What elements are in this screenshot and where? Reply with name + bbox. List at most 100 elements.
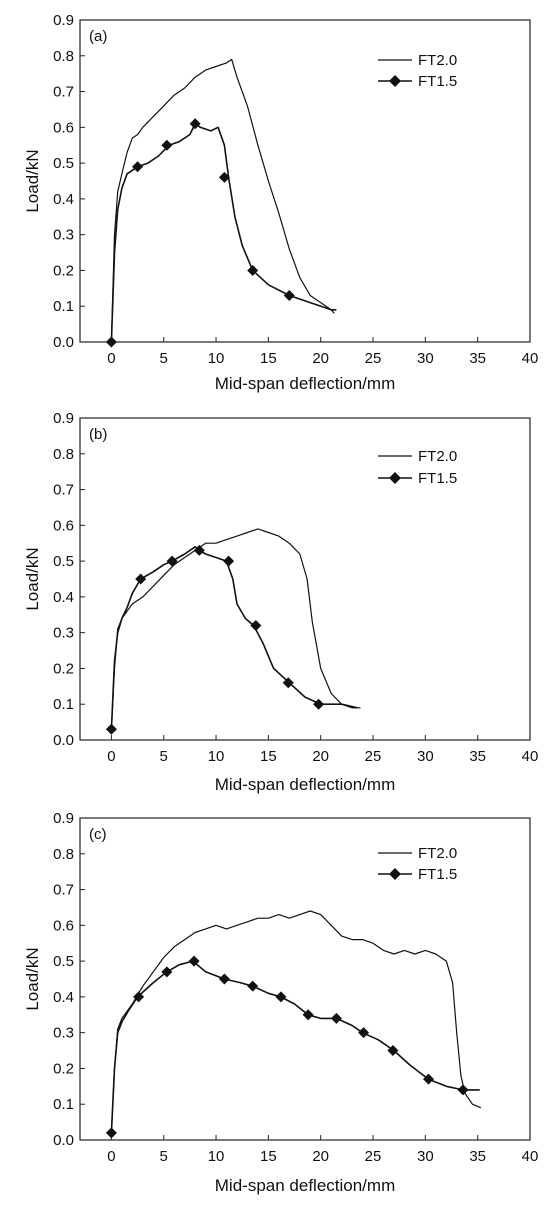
data-point-ft15 (247, 264, 259, 276)
data-point-ft15 (161, 139, 173, 151)
x-tick-label: 40 (522, 350, 539, 367)
x-tick-label: 15 (260, 748, 277, 765)
series-line-ft15 (110, 546, 358, 730)
data-point-ft15 (457, 1084, 469, 1096)
data-point-ft15 (188, 955, 200, 967)
plot-frame (79, 417, 531, 741)
x-tick-label: 5 (160, 350, 168, 367)
plot-frame (79, 19, 531, 343)
x-tick-label: 25 (365, 1148, 382, 1165)
y-tick-label: 0.8 (53, 446, 74, 463)
x-tick-label: 20 (312, 1148, 329, 1165)
x-tick-label: 10 (208, 350, 225, 367)
y-tick-label: 0.6 (53, 517, 74, 534)
y-tick-label: 0.6 (53, 119, 74, 136)
data-point-ft15 (189, 118, 201, 130)
series-lines (110, 528, 361, 730)
series-markers (105, 544, 325, 735)
legend-marker-ft15 (389, 75, 401, 87)
series-lines (110, 910, 482, 1133)
data-point-ft15 (387, 1045, 399, 1057)
x-tick-label: 30 (417, 748, 434, 765)
legend-label-ft15: FT1.5 (418, 470, 457, 487)
x-tick-label: 35 (469, 1148, 486, 1165)
x-tick-label: 10 (208, 748, 225, 765)
y-tick-label: 0.2 (53, 262, 74, 279)
data-point-ft15 (135, 573, 147, 585)
legend-marker-ft15 (389, 472, 401, 484)
x-axis-title: Mid-span deflection/mm (215, 775, 395, 794)
y-tick-label: 0.3 (53, 625, 74, 642)
data-point-ft15 (422, 1073, 434, 1085)
legend-label-ft20: FT2.0 (418, 448, 457, 465)
y-axis-title: Load/kN (23, 947, 42, 1010)
x-tick-label: 15 (260, 1148, 277, 1165)
data-point-ft15 (105, 336, 117, 348)
x-tick-label: 0 (107, 350, 115, 367)
panel-label: (b) (89, 426, 107, 443)
data-point-ft15 (218, 171, 230, 183)
y-tick-label: 0.2 (53, 660, 74, 677)
x-axis-title: Mid-span deflection/mm (215, 1176, 395, 1195)
y-tick-label: 0.9 (53, 12, 74, 29)
x-ticks: 0 5 10 15 20 25 30 35 40 (107, 735, 538, 765)
x-tick-label: 35 (469, 350, 486, 367)
x-tick-label: 0 (107, 1148, 115, 1165)
legend-label-ft20: FT2.0 (418, 845, 457, 862)
y-tick-label: 0.7 (53, 482, 74, 499)
chart-panel-a: (a) 0 5 10 15 20 25 30 35 40 0.00.10.20.30.40.50… (23, 12, 538, 393)
y-ticks: 0.0 0.1 0.2 0.3 0.4 0.5 0.6 0.7 0.8 0.9 (53, 12, 85, 351)
data-point-ft15 (330, 1012, 342, 1024)
x-tick-label: 35 (469, 748, 486, 765)
y-tick-label: 0.4 (53, 989, 74, 1006)
data-point-ft15 (302, 1009, 314, 1021)
legend: FT2.0 FT1.5 (378, 845, 457, 883)
y-tick-label: 0.3 (53, 227, 74, 244)
y-tick-label: 0.7 (53, 84, 74, 101)
data-point-ft15 (132, 161, 144, 173)
legend-marker-ft15 (389, 868, 401, 880)
legend-label-ft15: FT1.5 (418, 866, 457, 883)
panel-label: (c) (89, 826, 107, 843)
data-point-ft15 (166, 555, 178, 567)
data-point-ft15 (161, 966, 173, 978)
series-markers (105, 118, 295, 348)
data-point-ft15 (358, 1027, 370, 1039)
y-tick-label: 0.0 (53, 732, 74, 749)
data-point-ft15 (275, 991, 287, 1003)
data-point-ft15 (282, 677, 294, 689)
x-tick-label: 10 (208, 1148, 225, 1165)
x-tick-label: 40 (522, 748, 539, 765)
data-point-ft15 (283, 289, 295, 301)
series-lines (110, 58, 337, 343)
y-tick-label: 0.5 (53, 155, 74, 172)
data-point-ft15 (223, 555, 235, 567)
y-ticks: 0.0 0.1 0.2 0.3 0.4 0.5 0.6 0.7 0.8 0.9 (53, 410, 85, 749)
y-tick-label: 0.4 (53, 589, 74, 606)
legend: FT2.0 FT1.5 (378, 448, 457, 487)
series-line-ft15 (110, 960, 480, 1133)
x-tick-label: 40 (522, 1148, 539, 1165)
data-point-ft15 (105, 723, 117, 735)
chart-panel-b: (b) 0 5 10 15 20 25 30 35 40 0.00.10.20.30.40.50… (23, 410, 538, 794)
data-point-ft15 (247, 980, 259, 992)
panel-label: (a) (89, 28, 107, 45)
y-tick-label: 0.1 (53, 298, 74, 315)
y-axis-title: Load/kN (23, 547, 42, 610)
y-tick-label: 0.5 (53, 553, 74, 570)
x-tick-label: 30 (417, 1148, 434, 1165)
y-axis-title: Load/kN (23, 149, 42, 212)
data-point-ft15 (250, 620, 262, 632)
y-tick-label: 0.5 (53, 953, 74, 970)
y-tick-label: 0.7 (53, 882, 74, 899)
series-line-ft20 (110, 528, 361, 730)
x-tick-label: 25 (365, 350, 382, 367)
x-tick-label: 5 (160, 748, 168, 765)
x-tick-label: 20 (312, 748, 329, 765)
y-tick-label: 0.4 (53, 191, 74, 208)
series-line-ft20 (110, 58, 335, 343)
chart-panel-c: (c) 0 5 10 15 20 25 30 35 40 0.00.10.20.30.40.50… (23, 810, 538, 1195)
y-ticks: 0.0 0.1 0.2 0.3 0.4 0.5 0.6 0.7 0.8 0.9 (53, 810, 85, 1149)
x-ticks: 0 5 10 15 20 25 30 35 40 (107, 1135, 538, 1165)
